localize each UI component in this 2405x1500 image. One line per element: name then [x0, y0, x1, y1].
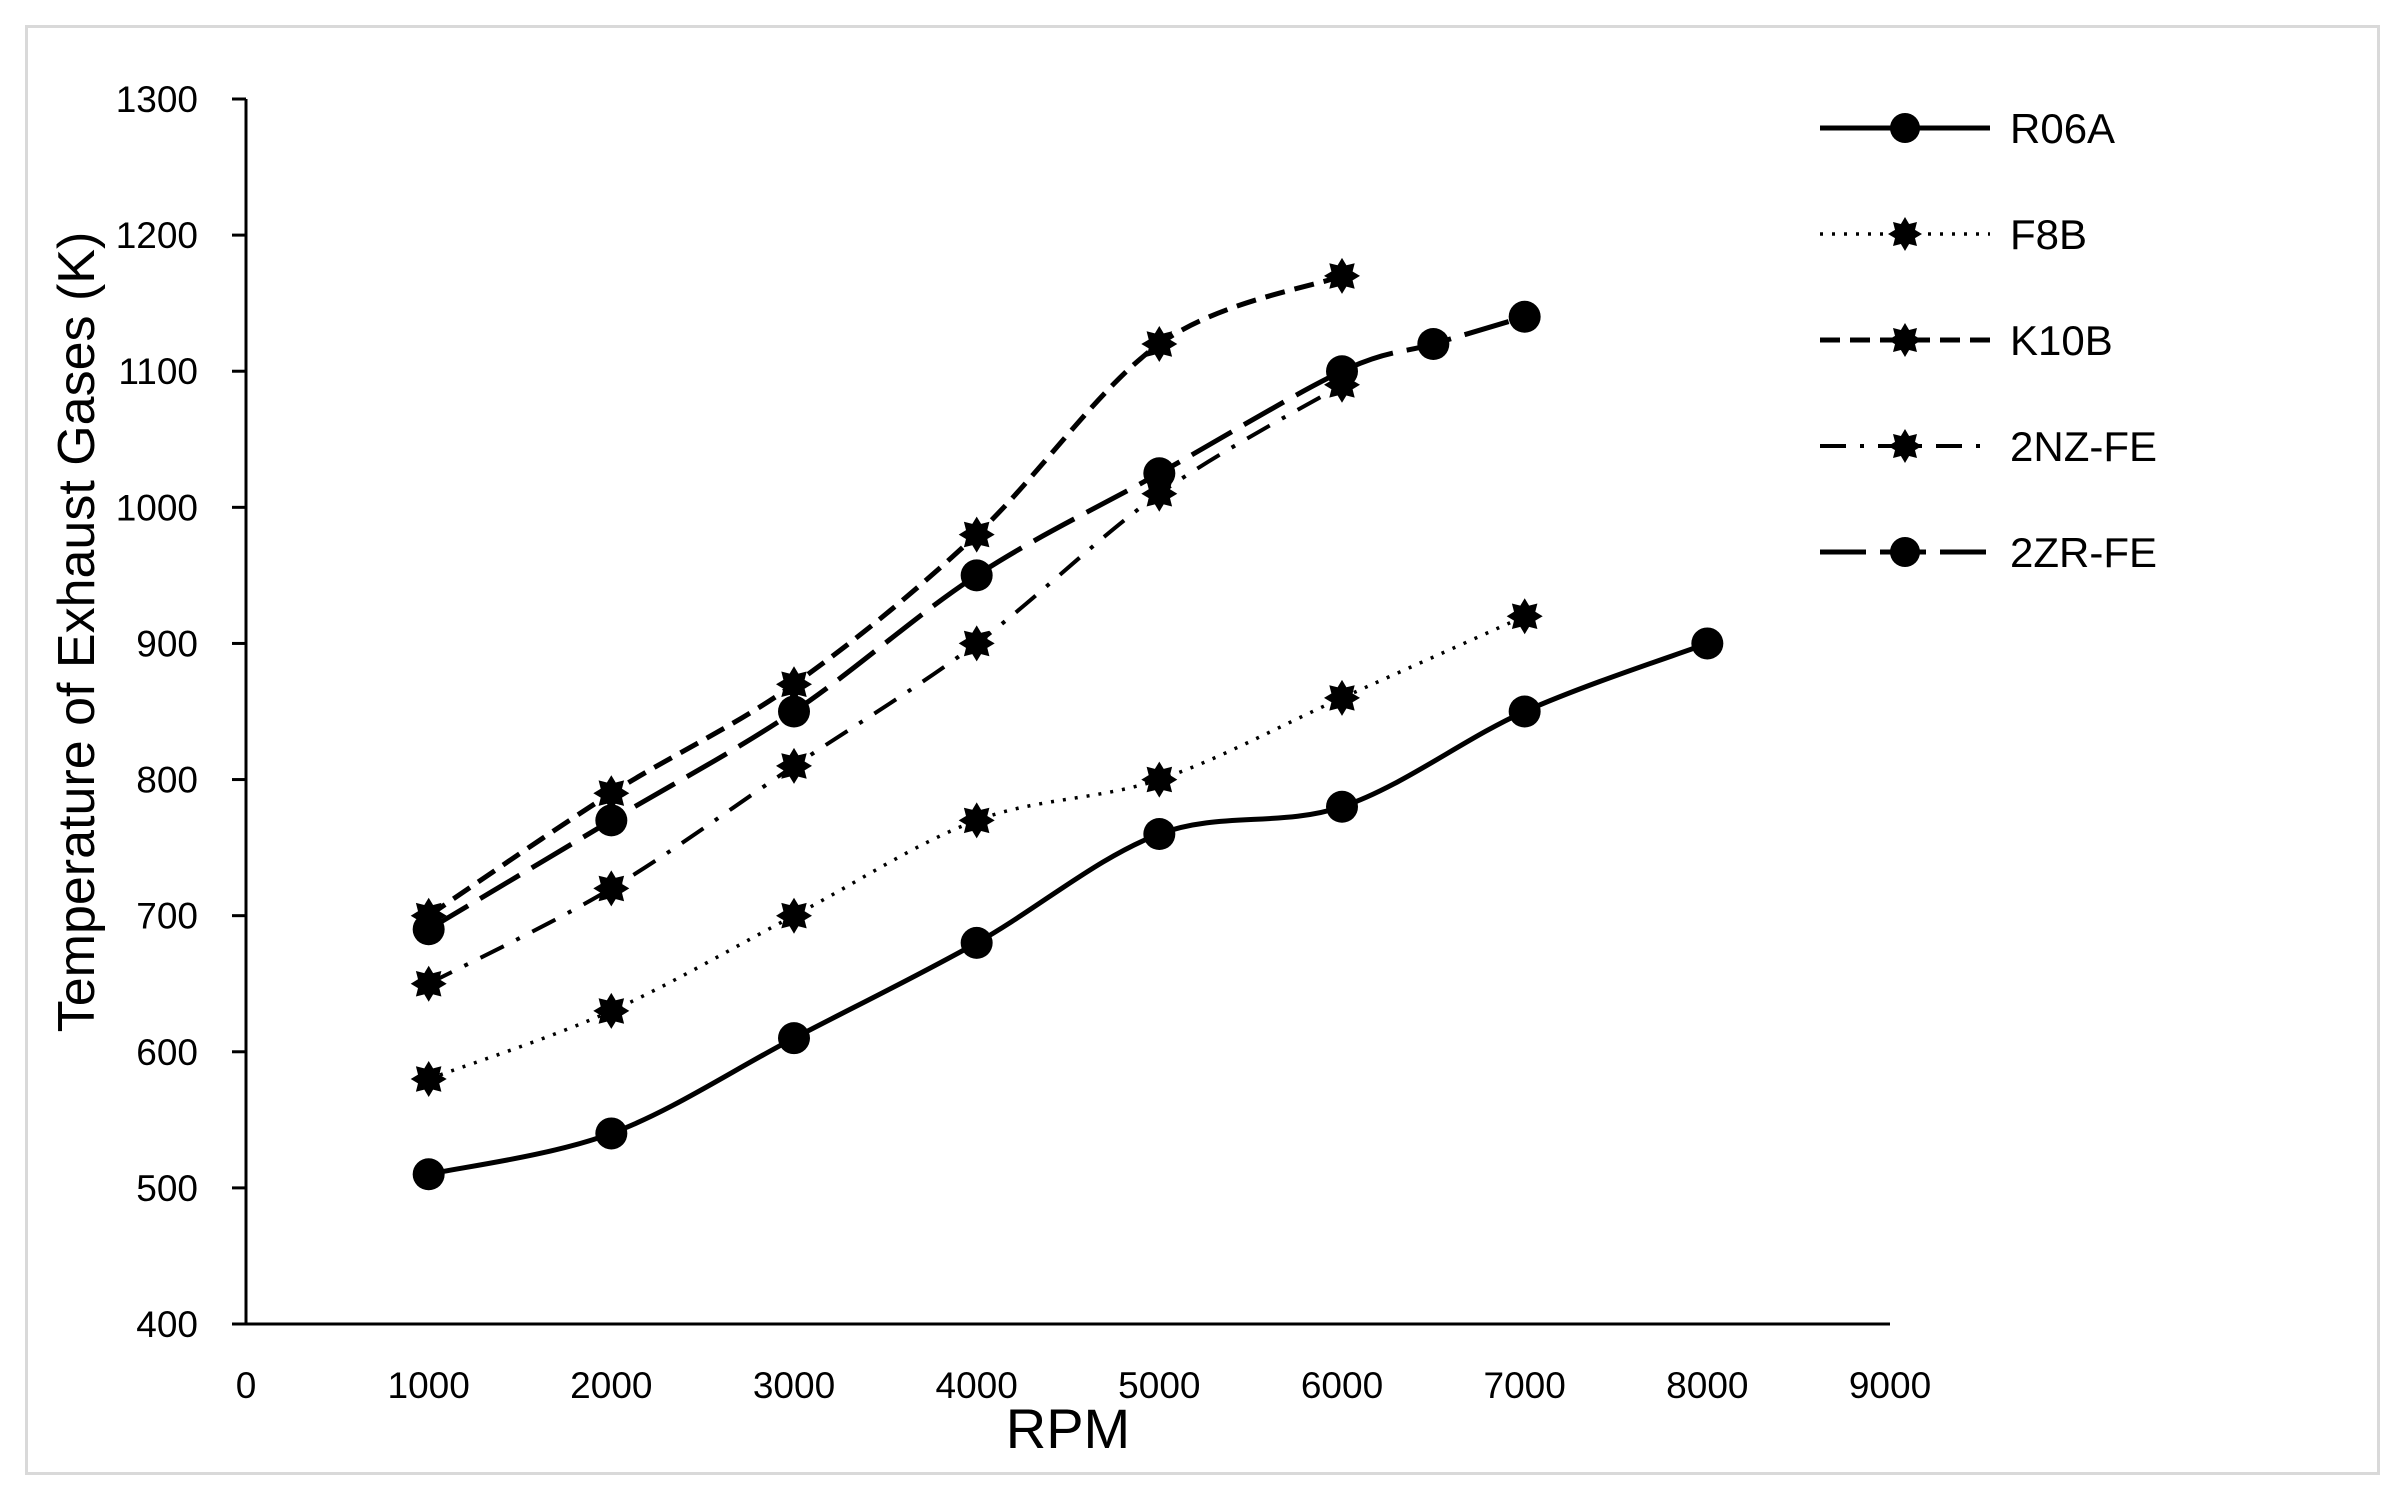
legend-label: 2ZR-FE [2010, 529, 2157, 576]
legend-item: 2ZR-FE [1820, 529, 2157, 576]
data-point [1691, 627, 1724, 660]
series-line [427, 383, 1344, 986]
data-point [1143, 818, 1176, 850]
data-point [1326, 355, 1358, 388]
y-tick-labels: 400 500 600 700 800 900 1000 1100 1200 1300 [116, 79, 246, 1345]
y-tick-label: 400 [136, 1304, 198, 1345]
x-tick-label: 2000 [570, 1365, 652, 1406]
series-k10b [410, 257, 1360, 934]
data-point [412, 913, 445, 946]
data-point [960, 559, 993, 592]
data-point [958, 625, 995, 662]
legend-item: F8B [1820, 211, 2087, 258]
legend: R06A F8B K10B 2NZ-FE 2ZR-FE [1820, 105, 2157, 576]
x-tick-label: 1000 [388, 1365, 470, 1406]
legend-label: F8B [2010, 211, 2087, 258]
data-point [1141, 326, 1178, 362]
series-f8b [410, 598, 1543, 1097]
legend-label: R06A [2010, 105, 2115, 152]
data-point [595, 1117, 628, 1150]
data-point [1506, 598, 1543, 635]
series-r06a [412, 627, 1724, 1191]
data-point [1888, 323, 1922, 357]
legend-item: K10B [1820, 317, 2113, 364]
y-tick-label: 500 [136, 1168, 198, 1209]
data-point [412, 1158, 445, 1191]
y-tick-label: 1200 [116, 215, 198, 256]
data-point [410, 1061, 447, 1097]
x-tick-label: 7000 [1484, 1365, 1566, 1406]
y-tick-label: 600 [136, 1032, 198, 1073]
series-line [428, 614, 1526, 1081]
data-point [1508, 695, 1541, 728]
data-point [960, 926, 993, 959]
x-tick-label: 3000 [753, 1365, 835, 1406]
y-tick-label: 1100 [118, 351, 198, 392]
y-tick-label: 1000 [116, 487, 198, 528]
data-point [593, 775, 630, 812]
data-point [1326, 790, 1358, 823]
legend-label: 2NZ-FE [2010, 423, 2157, 470]
data-point [778, 1022, 810, 1055]
data-point [1890, 113, 1920, 143]
data-point [778, 695, 810, 728]
x-axis-title: RPM [1006, 1397, 1130, 1460]
legend-label: K10B [2010, 317, 2113, 364]
chart-frame [25, 25, 2380, 1475]
axes [244, 99, 1890, 1326]
series-2zr-fe [412, 300, 1541, 946]
x-tick-label: 6000 [1301, 1365, 1383, 1406]
data-point [1508, 300, 1541, 333]
legend-item: R06A [1820, 105, 2115, 152]
data-point [410, 965, 447, 1002]
y-tick-label: 900 [136, 623, 198, 664]
data-point [593, 870, 630, 907]
x-tick-label: 0 [236, 1365, 257, 1406]
x-tick-label: 5000 [1118, 1365, 1200, 1406]
data-point [1888, 429, 1922, 463]
y-axis-title: Temperature of Exhaust Gases (K) [48, 232, 106, 1033]
y-tick-label: 700 [136, 896, 198, 937]
x-tick-label: 4000 [936, 1365, 1018, 1406]
data-point [1324, 679, 1360, 716]
legend-item: 2NZ-FE [1820, 423, 2157, 470]
data-point [1141, 761, 1178, 798]
y-tick-label: 1300 [116, 79, 198, 120]
data-point [776, 666, 812, 703]
x-tick-label: 8000 [1666, 1365, 1748, 1406]
data-point [593, 992, 630, 1029]
data-point [776, 747, 812, 784]
y-tick-label: 800 [136, 760, 198, 801]
data-point [958, 802, 995, 839]
x-tick-label: 9000 [1849, 1365, 1931, 1406]
series-2nz-fe [410, 366, 1360, 1002]
data-point [1888, 217, 1922, 251]
data-point [1143, 457, 1176, 490]
series-line [428, 641, 1709, 1177]
data-point [595, 804, 628, 837]
series-layer [410, 257, 1724, 1191]
data-point [1324, 257, 1360, 294]
series-line [427, 273, 1343, 918]
data-point [1417, 328, 1450, 360]
data-point [776, 897, 812, 934]
data-point [958, 516, 995, 553]
data-point [1890, 537, 1920, 567]
x-tick-labels: 0 1000 2000 3000 4000 5000 6000 7000 8000 9000 [236, 1365, 1931, 1406]
